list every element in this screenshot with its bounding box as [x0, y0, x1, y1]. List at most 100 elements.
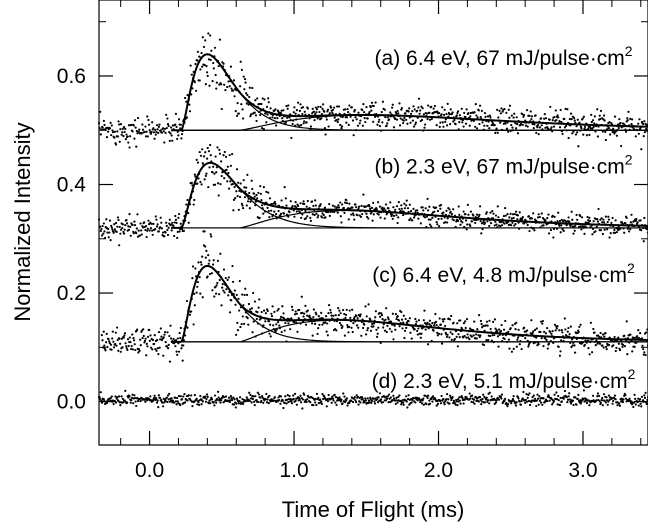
data-point — [231, 264, 234, 268]
data-point — [618, 118, 621, 121]
data-point — [464, 320, 467, 323]
data-point — [490, 395, 493, 398]
data-point — [395, 205, 399, 208]
data-point — [642, 347, 645, 351]
data-point — [290, 399, 293, 403]
data-point — [440, 217, 443, 220]
data-point — [393, 324, 396, 327]
data-point — [589, 127, 592, 130]
data-point — [119, 128, 122, 131]
data-point — [464, 326, 467, 330]
data-point — [213, 394, 217, 397]
data-point — [568, 332, 571, 336]
data-point — [241, 204, 244, 207]
data-point — [538, 215, 542, 219]
data-point — [326, 110, 329, 113]
data-point — [265, 121, 268, 124]
data-point — [353, 108, 356, 112]
data-point — [521, 397, 524, 400]
data-point — [333, 116, 336, 119]
data-point — [414, 401, 417, 404]
data-point — [314, 106, 317, 109]
data-point — [330, 314, 333, 317]
data-point — [238, 195, 242, 199]
data-point — [520, 399, 523, 403]
data-point — [514, 127, 518, 130]
data-point — [645, 402, 648, 406]
data-point — [99, 229, 102, 233]
data-point — [522, 115, 525, 118]
data-point — [472, 214, 475, 217]
data-point — [645, 331, 648, 334]
data-point — [395, 118, 399, 121]
data-point — [360, 334, 363, 337]
data-point — [353, 218, 356, 221]
x-axis-title: Time of Flight (ms) — [282, 497, 465, 522]
series-points — [97, 389, 648, 410]
data-point — [335, 329, 338, 332]
data-point — [235, 397, 239, 400]
data-point — [110, 348, 113, 351]
data-point — [403, 202, 406, 205]
data-point — [278, 324, 281, 327]
data-point — [582, 389, 585, 392]
data-point — [544, 126, 547, 129]
data-point — [306, 215, 309, 218]
data-point — [250, 401, 253, 404]
data-point — [309, 401, 312, 404]
data-point — [450, 213, 454, 216]
data-point — [474, 125, 477, 128]
data-point — [258, 216, 261, 220]
data-point — [529, 403, 532, 407]
data-point — [427, 209, 430, 212]
y-tick-label: 0.0 — [57, 391, 86, 414]
data-point — [475, 337, 478, 340]
data-point — [128, 146, 131, 149]
data-point — [245, 400, 248, 403]
data-point — [314, 204, 317, 207]
data-point — [480, 400, 483, 403]
data-point — [186, 94, 189, 97]
data-point — [108, 342, 111, 345]
data-point — [643, 396, 647, 399]
data-point — [588, 125, 592, 128]
data-point — [276, 321, 280, 324]
data-point — [367, 217, 370, 220]
data-point — [207, 262, 210, 265]
data-point — [353, 395, 356, 399]
data-point — [530, 115, 534, 118]
data-point — [573, 116, 576, 120]
data-point — [366, 397, 369, 400]
data-point — [399, 209, 402, 213]
data-point — [392, 206, 395, 209]
data-point — [601, 130, 604, 133]
data-point — [536, 216, 540, 219]
data-point — [519, 403, 523, 406]
data-point — [405, 118, 408, 121]
data-point — [516, 123, 519, 126]
data-point — [178, 230, 181, 233]
data-point — [617, 126, 620, 130]
data-point — [474, 395, 477, 399]
data-point — [514, 210, 518, 213]
data-point — [480, 109, 483, 112]
data-point — [269, 107, 272, 110]
data-point — [304, 209, 307, 213]
data-point — [472, 401, 475, 404]
data-point — [507, 130, 510, 133]
data-point — [627, 230, 631, 233]
data-point — [343, 395, 346, 398]
data-point — [357, 403, 360, 406]
data-point — [364, 305, 367, 308]
data-point — [535, 399, 538, 402]
data-point — [146, 115, 149, 118]
data-point — [413, 125, 416, 128]
data-point — [341, 402, 344, 405]
data-point — [537, 403, 540, 406]
data-point — [611, 402, 614, 405]
data-point — [396, 109, 399, 113]
data-point — [394, 402, 397, 405]
data-point — [474, 102, 477, 106]
data-point — [182, 395, 185, 398]
data-point — [216, 259, 220, 262]
